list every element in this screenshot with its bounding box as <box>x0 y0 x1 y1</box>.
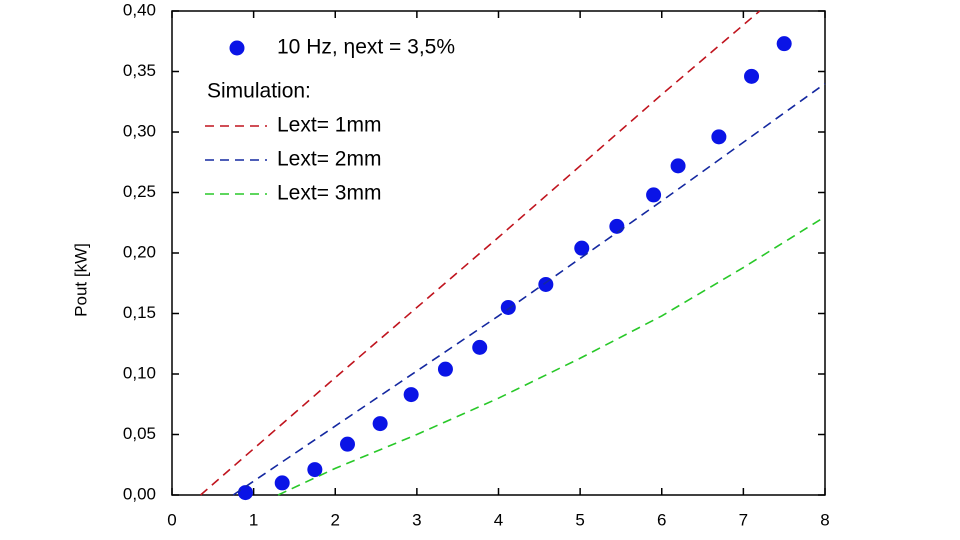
y-tick-label: 0,15 <box>123 303 156 322</box>
y-tick-label: 0,05 <box>123 424 156 443</box>
data-point <box>538 276 554 292</box>
x-tick-label: 1 <box>249 510 258 529</box>
data-point <box>776 36 792 52</box>
x-tick-label: 4 <box>494 510 503 529</box>
sim-line <box>232 82 826 496</box>
y-tick-label: 0,00 <box>123 484 156 503</box>
data-point <box>574 240 590 256</box>
legend-label: 10 Hz, ηext = 3,5% <box>277 36 455 59</box>
x-tick-label: 7 <box>739 510 748 529</box>
sim-line <box>277 216 826 496</box>
x-tick-label: 8 <box>820 510 829 529</box>
x-tick-label: 6 <box>657 510 666 529</box>
x-tick-label: 2 <box>331 510 340 529</box>
data-point <box>339 436 355 452</box>
y-tick-label: 0,20 <box>123 242 156 261</box>
sim-line <box>200 10 761 496</box>
data-point <box>472 339 488 355</box>
y-tick-label: 0,10 <box>123 363 156 382</box>
data-point <box>403 387 419 403</box>
data-point <box>307 462 323 478</box>
y-tick-label: 0,40 <box>123 0 156 19</box>
data-point <box>372 416 388 432</box>
data-point <box>500 299 516 315</box>
legend-title: Simulation: <box>207 80 311 103</box>
y-tick-label: 0,25 <box>123 182 156 201</box>
legend-label: Lext= 2mm <box>277 148 381 171</box>
y-axis-label: Pout [kW] <box>71 243 90 317</box>
legend-marker <box>229 40 245 56</box>
legend-label: Lext= 1mm <box>277 114 381 137</box>
data-point <box>670 158 686 174</box>
data-point <box>237 485 253 501</box>
y-tick-label: 0,30 <box>123 121 156 140</box>
data-point <box>646 187 662 203</box>
y-tick-label: 0,35 <box>123 61 156 80</box>
data-point <box>437 361 453 377</box>
x-tick-label: 5 <box>575 510 584 529</box>
x-tick-label: 0 <box>167 510 176 529</box>
data-point <box>744 68 760 84</box>
data-point <box>274 475 290 491</box>
x-tick-label: 3 <box>412 510 421 529</box>
legend-label: Lext= 3mm <box>277 182 381 205</box>
data-point <box>711 129 727 145</box>
